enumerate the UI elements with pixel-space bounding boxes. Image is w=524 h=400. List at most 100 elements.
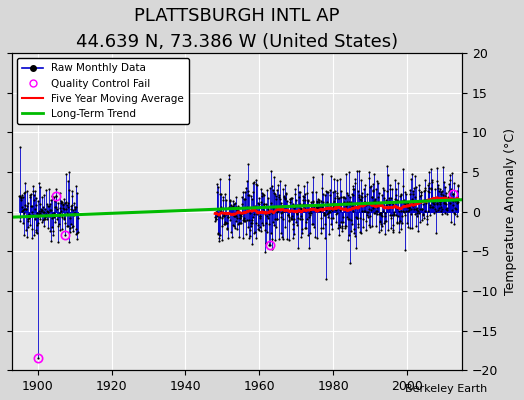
Point — [420, 185, 429, 191]
Point — [362, 217, 370, 224]
Point — [375, 210, 383, 217]
Point — [296, 189, 304, 196]
Point — [365, 206, 373, 212]
Point — [315, 199, 323, 205]
Point — [28, 183, 37, 189]
Point — [449, 202, 457, 208]
Point — [408, 191, 417, 198]
Point — [34, 220, 42, 226]
Point — [454, 198, 462, 205]
Point — [36, 201, 45, 207]
Point — [415, 182, 423, 188]
Point — [310, 224, 318, 230]
Point — [68, 223, 76, 230]
Point — [37, 208, 46, 214]
Point — [58, 202, 67, 208]
Point — [346, 193, 354, 200]
Point — [71, 206, 79, 212]
Point — [38, 207, 47, 214]
Point — [270, 222, 278, 228]
Point — [340, 206, 348, 212]
Point — [217, 222, 226, 229]
Point — [392, 186, 400, 192]
Point — [313, 234, 321, 241]
Point — [332, 210, 340, 217]
Point — [315, 206, 323, 213]
Point — [372, 207, 380, 214]
Point — [416, 206, 424, 213]
Point — [392, 212, 400, 218]
Point — [427, 185, 435, 192]
Point — [15, 193, 24, 199]
Point — [66, 225, 74, 232]
Point — [232, 194, 241, 200]
Point — [246, 227, 254, 233]
Point — [404, 224, 412, 230]
Point — [446, 196, 455, 202]
Point — [399, 208, 407, 214]
Point — [323, 189, 332, 195]
Point — [236, 220, 244, 226]
Point — [235, 220, 244, 226]
Point — [37, 212, 45, 218]
Point — [280, 195, 289, 202]
Point — [226, 204, 235, 211]
Point — [227, 229, 235, 236]
Point — [442, 189, 451, 196]
Point — [270, 174, 279, 180]
Point — [275, 192, 283, 198]
Point — [243, 188, 252, 194]
Point — [307, 199, 315, 205]
Point — [257, 186, 266, 192]
Point — [267, 200, 275, 207]
Point — [70, 204, 79, 210]
Point — [366, 224, 375, 231]
Point — [250, 229, 259, 235]
Point — [423, 221, 431, 227]
Point — [368, 194, 376, 200]
Point — [411, 206, 420, 212]
Point — [300, 183, 309, 189]
Point — [256, 214, 264, 221]
Point — [71, 182, 80, 189]
Point — [292, 197, 300, 203]
Point — [263, 187, 271, 193]
Point — [369, 187, 377, 193]
Point — [293, 210, 302, 216]
Point — [213, 230, 222, 237]
Point — [267, 236, 276, 242]
Point — [443, 205, 451, 212]
Point — [227, 202, 235, 208]
Point — [26, 222, 35, 228]
Point — [43, 209, 52, 216]
Point — [60, 196, 68, 202]
Point — [47, 197, 56, 204]
Point — [228, 204, 236, 210]
Point — [33, 210, 41, 216]
Point — [220, 211, 228, 218]
Point — [21, 180, 29, 186]
Point — [231, 225, 239, 231]
Point — [293, 182, 302, 188]
Point — [436, 207, 445, 214]
Point — [429, 195, 438, 201]
Point — [446, 177, 454, 183]
Point — [322, 207, 331, 213]
Point — [243, 217, 252, 224]
Point — [400, 246, 409, 253]
Point — [410, 185, 419, 191]
Point — [228, 222, 237, 228]
Point — [246, 220, 255, 226]
Point — [63, 223, 71, 229]
Point — [311, 206, 320, 213]
Point — [362, 202, 370, 208]
Point — [19, 194, 27, 200]
Point — [445, 200, 454, 206]
Point — [61, 200, 69, 206]
Point — [428, 178, 436, 185]
Point — [218, 215, 226, 222]
Point — [265, 220, 273, 227]
Point — [325, 230, 333, 237]
Point — [238, 217, 247, 224]
Point — [297, 234, 305, 240]
